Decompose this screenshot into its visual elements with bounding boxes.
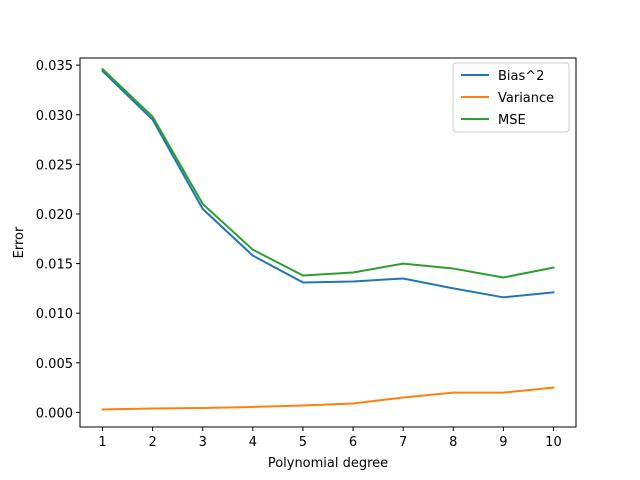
x-tick-label: 4 xyxy=(249,435,257,450)
legend: Bias^2 Variance MSE xyxy=(452,62,570,133)
series-line-2 xyxy=(101,67,555,279)
plot-area xyxy=(101,67,555,411)
x-tick-label: 10 xyxy=(545,435,562,450)
x-tick-label: 8 xyxy=(449,435,457,450)
legend-box xyxy=(452,62,570,133)
series-line-0 xyxy=(101,69,555,299)
legend-label: MSE xyxy=(498,113,526,128)
y-tick-label: 0.030 xyxy=(36,109,73,124)
x-axis-ticks: 1 2 3 4 5 6 7 8 9 10 xyxy=(98,427,562,450)
x-tick-label: 5 xyxy=(299,435,307,450)
y-tick-label: 0.010 xyxy=(36,307,73,322)
legend-label: Variance xyxy=(498,91,554,106)
y-axis-label: Error xyxy=(12,226,27,258)
y-tick-label: 0.035 xyxy=(36,59,73,74)
y-tick-label: 0.015 xyxy=(36,258,73,273)
x-tick-label: 7 xyxy=(399,435,407,450)
x-tick-label: 2 xyxy=(149,435,157,450)
series-line-1 xyxy=(101,386,555,411)
y-tick-label: 0.000 xyxy=(36,406,73,421)
y-tick-label: 0.005 xyxy=(36,357,73,372)
y-tick-label: 0.020 xyxy=(36,208,73,223)
x-tick-label: 9 xyxy=(499,435,507,450)
axes-frame xyxy=(79,57,577,428)
x-tick-label: 1 xyxy=(98,435,106,450)
x-axis-label: Polynomial degree xyxy=(268,456,388,471)
y-axis-ticks: 0.000 0.005 0.010 0.015 0.020 0.025 0.030 0.035 xyxy=(36,59,80,421)
legend-label: Bias^2 xyxy=(498,69,544,84)
x-tick-label: 3 xyxy=(199,435,207,450)
y-tick-label: 0.025 xyxy=(36,158,73,173)
x-tick-label: 6 xyxy=(349,435,357,450)
